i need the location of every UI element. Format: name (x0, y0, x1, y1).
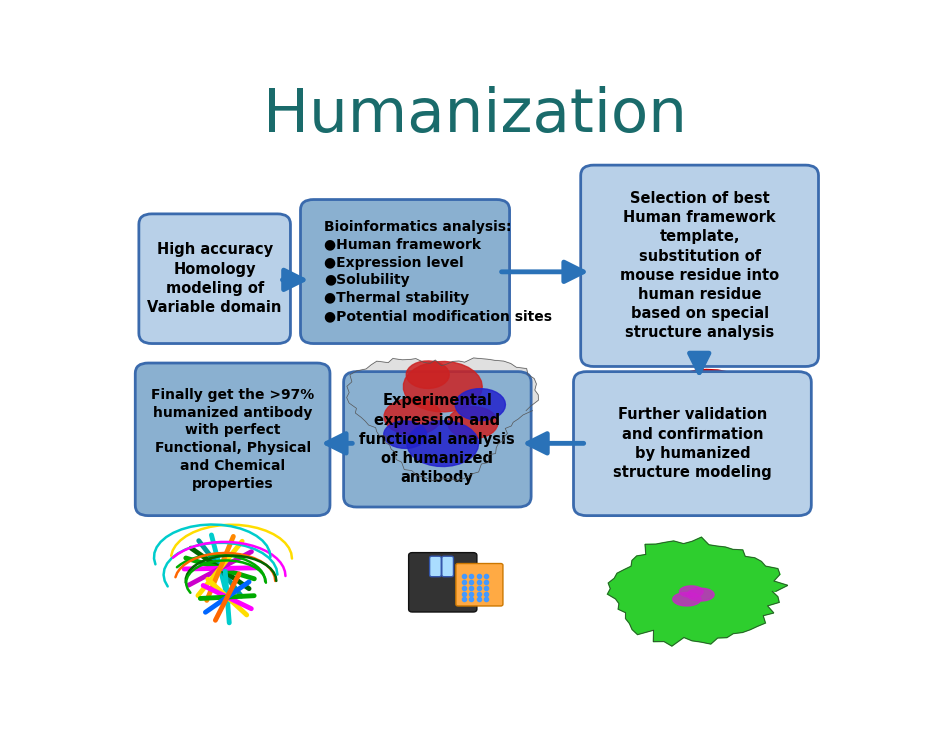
FancyBboxPatch shape (574, 372, 811, 516)
FancyBboxPatch shape (456, 563, 503, 606)
Polygon shape (455, 389, 505, 421)
Polygon shape (384, 421, 426, 448)
FancyBboxPatch shape (300, 200, 510, 343)
FancyBboxPatch shape (442, 557, 453, 577)
Text: High accuracy
Homology
modeling of
Variable domain: High accuracy Homology modeling of Varia… (147, 242, 282, 315)
Text: Selection of best
Human framework
template,
substitution of
mouse residue into
h: Selection of best Human framework templa… (620, 191, 780, 340)
Text: Experimental
expression and
functional analysis
of humanized
antibody: Experimental expression and functional a… (360, 393, 515, 485)
Text: Further validation
and confirmation
by humanized
structure modeling: Further validation and confirmation by h… (613, 408, 772, 480)
Polygon shape (673, 592, 701, 606)
Text: Finally get the >97%
humanized antibody
with perfect
Functional, Physical
and Ch: Finally get the >97% humanized antibody … (151, 387, 314, 491)
Text: Bioinformatics analysis:
●Human framework
●Expression level
●Solubility
●Thermal: Bioinformatics analysis: ●Human framewor… (324, 220, 552, 323)
Polygon shape (687, 589, 714, 601)
Polygon shape (403, 361, 482, 412)
Polygon shape (448, 407, 498, 439)
Polygon shape (406, 361, 450, 388)
Text: Humanization: Humanization (263, 86, 687, 145)
FancyBboxPatch shape (135, 363, 330, 516)
Polygon shape (347, 358, 539, 481)
Polygon shape (407, 421, 478, 466)
FancyBboxPatch shape (580, 165, 819, 367)
FancyBboxPatch shape (344, 372, 531, 507)
FancyBboxPatch shape (139, 214, 290, 343)
Polygon shape (384, 399, 441, 435)
FancyBboxPatch shape (429, 557, 441, 577)
FancyBboxPatch shape (409, 553, 476, 612)
Polygon shape (679, 586, 704, 597)
Polygon shape (607, 537, 788, 646)
